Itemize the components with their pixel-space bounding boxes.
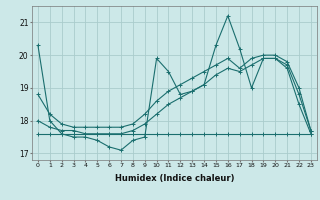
X-axis label: Humidex (Indice chaleur): Humidex (Indice chaleur) <box>115 174 234 183</box>
